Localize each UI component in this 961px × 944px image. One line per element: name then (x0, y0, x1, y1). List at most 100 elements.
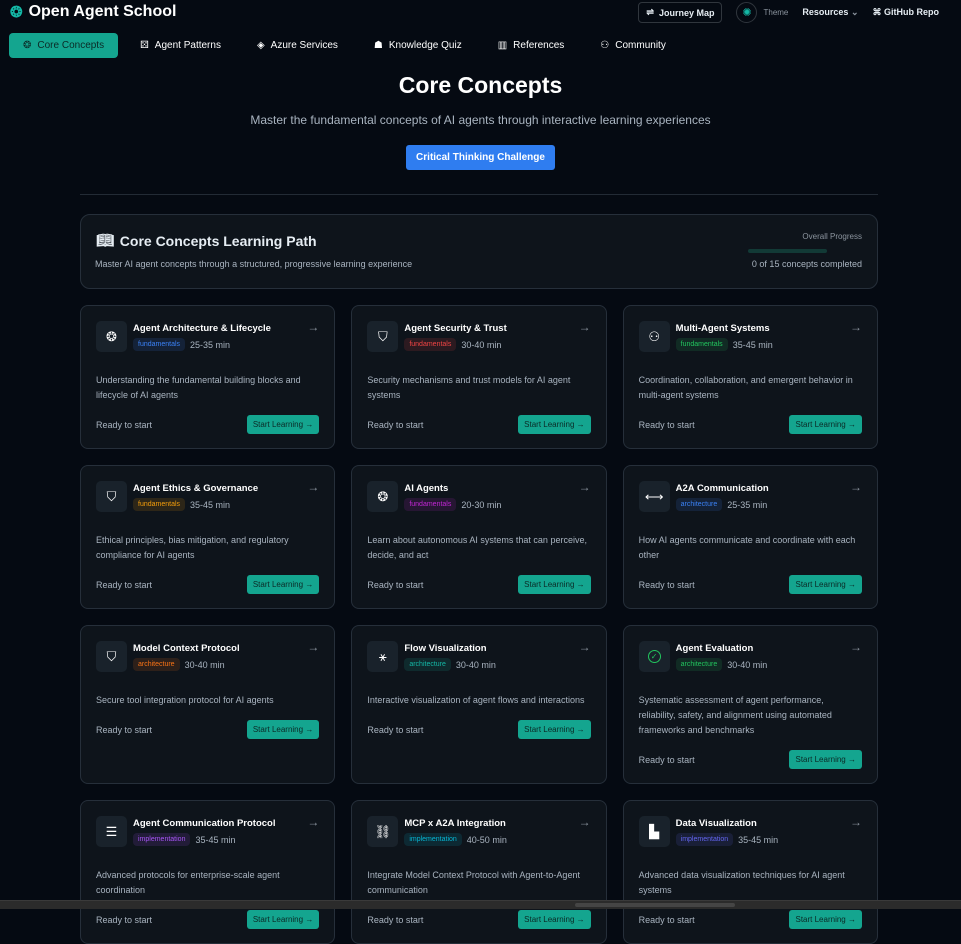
arrow-right-icon[interactable]: → (578, 815, 591, 829)
concept-card[interactable]: ❂ → Agent Architecture & Lifecycle funda… (80, 305, 336, 449)
horizontal-scrollbar[interactable] (0, 900, 961, 909)
concept-card[interactable]: ▙ → Data Visualization implementation 35-… (622, 800, 878, 944)
users-icon: ⚇ (600, 40, 610, 51)
card-title: Agent Ethics & Governance (133, 483, 259, 494)
card-description: Ethical principles, bias mitigation, and… (96, 535, 289, 560)
concept-card[interactable]: ✓ → Agent Evaluation architecture 30-40 m… (622, 625, 878, 784)
tab-core-concepts[interactable]: ❂ Core Concepts (9, 33, 119, 58)
duration: 35-45 min (732, 339, 773, 350)
arrow-right-icon[interactable]: → (849, 640, 862, 654)
sun-icon: ✺ (736, 2, 758, 23)
layers-icon: ☰ (96, 816, 127, 847)
tab-label: Agent Patterns (154, 40, 221, 51)
card-title: Agent Architecture & Lifecycle (133, 323, 271, 334)
status-text: Ready to start (367, 579, 424, 590)
tab-label: Community (615, 40, 666, 51)
status-text: Ready to start (638, 419, 695, 430)
tab-azure-services[interactable]: ◈ Azure Services (243, 33, 352, 58)
graduation-cap-icon: ☗ (373, 40, 383, 51)
arrow-right-icon: → (305, 915, 314, 924)
card-title: AI Agents (404, 483, 449, 494)
concept-card[interactable]: ⚹ → Flow Visualization architecture 30-40… (351, 625, 607, 784)
card-description: How AI agents communicate and coordinate… (638, 535, 856, 560)
tab-references[interactable]: ▥ References (484, 33, 579, 58)
arrow-right-icon: → (847, 420, 856, 429)
arrow-right-icon[interactable]: → (849, 320, 862, 334)
card-title: Data Visualization (675, 818, 757, 829)
concept-card[interactable]: ⚇ → Multi-Agent Systems fundamentals 35-4… (622, 305, 878, 449)
app-logo[interactable]: ❂ Open Agent School (10, 3, 176, 21)
arrow-right-icon[interactable]: → (307, 815, 320, 829)
concept-card[interactable]: ⛉ → Model Context Protocol architecture 3… (80, 625, 336, 784)
journey-map-button[interactable]: ⇌ Journey Map (638, 2, 723, 23)
arrow-right-icon: → (305, 580, 314, 589)
concept-card[interactable]: ⛓ → MCP x A2A Integration implementation… (351, 800, 607, 944)
hero: Core Concepts Master the fundamental con… (0, 72, 961, 170)
arrow-right-icon[interactable]: → (307, 320, 320, 334)
tab-label: Knowledge Quiz (388, 40, 462, 51)
books-icon: ▥ (497, 40, 508, 51)
learning-path-subtitle: Master AI agent concepts through a struc… (95, 259, 413, 269)
critical-thinking-button[interactable]: Critical Thinking Challenge (406, 145, 555, 170)
duration: 35-45 min (195, 834, 236, 845)
tab-agent-patterns[interactable]: ⚄ Agent Patterns (126, 33, 235, 58)
duration: 30-40 min (727, 659, 768, 670)
category-badge: architecture (404, 658, 451, 671)
arrow-right-icon[interactable]: → (578, 640, 591, 654)
concept-card[interactable]: ⛉ → Agent Security & Trust fundamentals 3… (351, 305, 607, 449)
arrow-right-icon[interactable]: → (307, 480, 320, 494)
arrow-right-icon: → (576, 915, 585, 924)
concept-card[interactable]: ❂ → AI Agents fundamentals 20-30 min Lear… (351, 465, 607, 609)
tab-knowledge-quiz[interactable]: ☗ Knowledge Quiz (360, 33, 476, 58)
start-learning-button[interactable]: Start Learning → (518, 720, 591, 739)
start-learning-label: Start Learning (524, 725, 575, 734)
start-learning-button[interactable]: Start Learning → (246, 910, 320, 929)
arrow-right-icon[interactable]: → (849, 480, 862, 494)
arrow-right-icon: → (847, 580, 856, 589)
start-learning-button[interactable]: Start Learning → (246, 575, 320, 594)
card-title: Model Context Protocol (133, 643, 240, 654)
card-description: Advanced data visualization techniques f… (638, 870, 845, 895)
arrow-right-icon: → (576, 420, 585, 429)
theme-toggle[interactable]: ✺ Theme (736, 2, 788, 23)
start-learning-button[interactable]: Start Learning → (518, 415, 591, 434)
card-description: Systematic assessment of agent performan… (638, 695, 832, 735)
start-learning-button[interactable]: Start Learning → (789, 415, 862, 434)
app-title: Open Agent School (28, 3, 177, 20)
start-learning-button[interactable]: Start Learning → (246, 415, 320, 434)
start-learning-label: Start Learning (795, 755, 846, 764)
tab-label: Core Concepts (37, 40, 105, 51)
arrow-right-icon[interactable]: → (849, 815, 862, 829)
resources-dropdown[interactable]: Resources ⌄ (802, 7, 858, 18)
card-title: Agent Security & Trust (404, 323, 507, 334)
duration: 20-30 min (461, 499, 502, 510)
arrow-right-icon[interactable]: → (578, 320, 591, 334)
tab-community[interactable]: ⚇ Community (586, 33, 680, 58)
github-link[interactable]: ⌘ GitHub Repo (872, 7, 939, 18)
start-learning-label: Start Learning (252, 580, 304, 589)
card-description: Integrate Model Context Protocol with Ag… (367, 870, 580, 895)
concept-card[interactable]: ⟷ → A2A Communication architecture 25-35 … (622, 465, 878, 609)
card-description: Interactive visualization of agent flows… (367, 695, 585, 705)
card-description: Learn about autonomous AI systems that c… (367, 535, 587, 560)
concept-card[interactable]: ☰ → Agent Communication Protocol impleme… (80, 800, 336, 944)
duration: 25-35 min (727, 499, 768, 510)
start-learning-button[interactable]: Start Learning → (518, 575, 591, 594)
concept-card[interactable]: ⛉ → Agent Ethics & Governance fundamenta… (80, 465, 336, 609)
arrow-right-icon[interactable]: → (578, 480, 591, 494)
start-learning-button[interactable]: Start Learning → (789, 750, 862, 769)
start-learning-label: Start Learning (795, 420, 846, 429)
divider (80, 194, 878, 195)
start-learning-button[interactable]: Start Learning → (518, 910, 591, 929)
start-learning-button[interactable]: Start Learning → (246, 720, 320, 739)
progress-label: Overall Progress (802, 232, 862, 241)
scrollbar-thumb[interactable] (575, 903, 735, 907)
learning-path-title: Core Concepts Learning Path (119, 232, 317, 249)
github-label: GitHub Repo (884, 7, 939, 17)
start-learning-button[interactable]: Start Learning → (789, 575, 862, 594)
arrow-right-icon[interactable]: → (307, 640, 320, 654)
start-learning-label: Start Learning (524, 420, 575, 429)
start-learning-button[interactable]: Start Learning → (789, 910, 862, 929)
status-text: Ready to start (96, 914, 153, 925)
page-title: Core Concepts (398, 72, 563, 98)
